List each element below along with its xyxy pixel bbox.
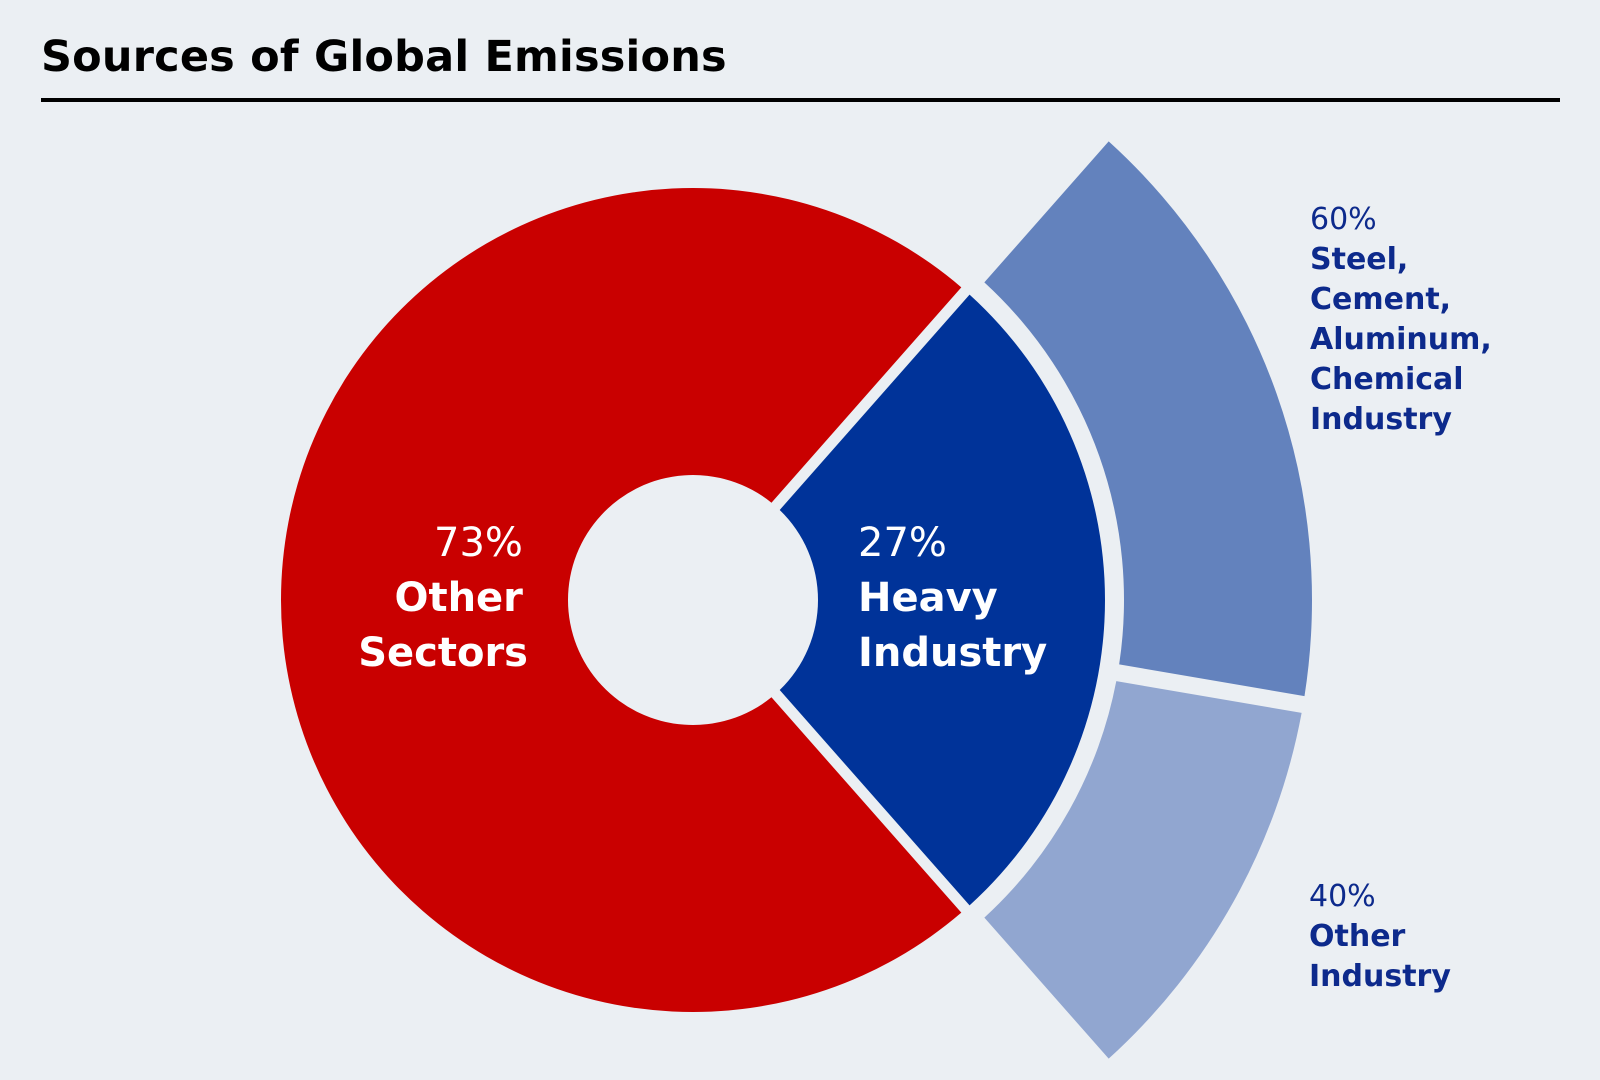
steel-group-percent: 60% xyxy=(1310,202,1377,237)
chart-title: Sources of Global Emissions xyxy=(41,32,727,82)
label-heavy-industry: 27% Heavy Industry xyxy=(858,520,1047,676)
slice-other-industry xyxy=(984,681,1302,1059)
label-steel-cement-aluminum-chemical: 60% Steel, Cement, Aluminum, Chemical In… xyxy=(1310,202,1497,437)
other-sectors-percent: 73% xyxy=(434,520,523,566)
slice-other-sectors xyxy=(281,188,962,1012)
outer-ring xyxy=(984,141,1312,1059)
other-industry-name-line-2: Industry xyxy=(1309,959,1451,994)
steel-group-name-line-2: Cement, xyxy=(1310,282,1451,317)
slice-heavy-industry xyxy=(779,294,1105,906)
slice-steel-cement-aluminum-chemical xyxy=(984,141,1312,697)
steel-group-name-line-4: Chemical xyxy=(1310,362,1464,397)
label-other-industry: 40% Other Industry xyxy=(1309,879,1451,994)
steel-group-name-line-3: Aluminum, xyxy=(1310,322,1492,357)
steel-group-name-line-1: Steel, xyxy=(1310,242,1408,277)
steel-group-name-line-5: Industry xyxy=(1310,402,1452,437)
heavy-industry-name-line-1: Heavy xyxy=(858,575,998,621)
other-sectors-name-line-1: Other xyxy=(394,575,523,621)
label-other-sectors: 73% Other Sectors xyxy=(358,520,528,676)
heavy-industry-name-line-2: Industry xyxy=(858,630,1047,676)
heavy-industry-percent: 27% xyxy=(858,520,947,566)
other-industry-percent: 40% xyxy=(1309,879,1376,914)
other-industry-name-line-1: Other xyxy=(1309,919,1406,954)
inner-ring xyxy=(281,188,1105,1012)
title-divider xyxy=(41,98,1560,102)
other-sectors-name-line-2: Sectors xyxy=(358,630,528,676)
